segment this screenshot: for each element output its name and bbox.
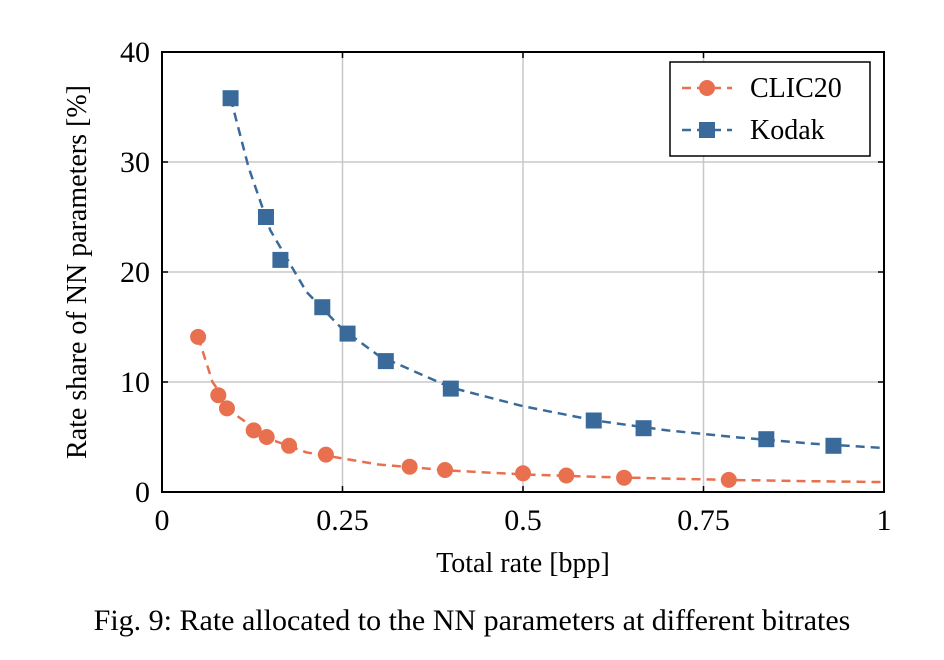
kodak-point bbox=[377, 353, 394, 370]
y-tick-label: 20 bbox=[120, 256, 150, 289]
figure-caption: Fig. 9: Rate allocated to the NN paramet… bbox=[93, 604, 851, 637]
data-markers bbox=[190, 90, 842, 488]
clic20-fit-curve bbox=[196, 336, 885, 484]
clic20-point bbox=[190, 328, 207, 345]
kodak-point bbox=[825, 437, 842, 454]
x-tick-label: 0.75 bbox=[677, 504, 730, 537]
clic20-point bbox=[245, 422, 262, 439]
x-tick-label: 0.25 bbox=[316, 504, 369, 537]
kodak-point bbox=[257, 209, 274, 225]
y-tick-label: 30 bbox=[120, 146, 150, 179]
kodak-legend-label: Kodak bbox=[750, 115, 825, 146]
clic20-point bbox=[558, 467, 575, 484]
x-tick-label: 1 bbox=[877, 504, 892, 537]
y-axis-title: Rate share of NN parameters [%] bbox=[62, 85, 93, 459]
y-tick-label: 0 bbox=[135, 476, 150, 509]
x-tick-label: 0 bbox=[155, 504, 170, 537]
clic20-point bbox=[401, 458, 418, 475]
x-axis-title: Total rate [bpp] bbox=[436, 548, 610, 579]
clic20-point bbox=[616, 469, 633, 486]
clic20-legend-label: CLIC20 bbox=[750, 73, 842, 104]
clic20-point bbox=[210, 387, 227, 404]
kodak-point bbox=[635, 420, 652, 437]
clic20-point bbox=[258, 429, 275, 445]
y-tick-label: 10 bbox=[120, 366, 150, 399]
kodak-point bbox=[442, 380, 459, 397]
kodak-point bbox=[314, 299, 331, 316]
clic20-point bbox=[317, 446, 334, 463]
clic20-legend-marker bbox=[699, 80, 715, 96]
kodak-fit-curve bbox=[229, 97, 885, 450]
clic20-point bbox=[437, 462, 454, 478]
x-tick-label: 0.5 bbox=[504, 504, 542, 537]
kodak-legend-marker bbox=[699, 122, 715, 138]
kodak-point bbox=[339, 325, 356, 342]
clic20-point bbox=[515, 465, 531, 482]
legend: CLIC20 Kodak bbox=[669, 61, 871, 157]
y-tick-label: 40 bbox=[120, 36, 150, 69]
kodak-point bbox=[758, 431, 775, 448]
kodak-point bbox=[272, 251, 289, 268]
fit-curves bbox=[196, 97, 885, 484]
clic20-point bbox=[218, 400, 235, 417]
clic20-point bbox=[281, 437, 298, 454]
clic20-point bbox=[720, 471, 737, 488]
kodak-point bbox=[585, 412, 602, 429]
legend-box bbox=[669, 61, 871, 157]
kodak-point bbox=[222, 90, 239, 107]
